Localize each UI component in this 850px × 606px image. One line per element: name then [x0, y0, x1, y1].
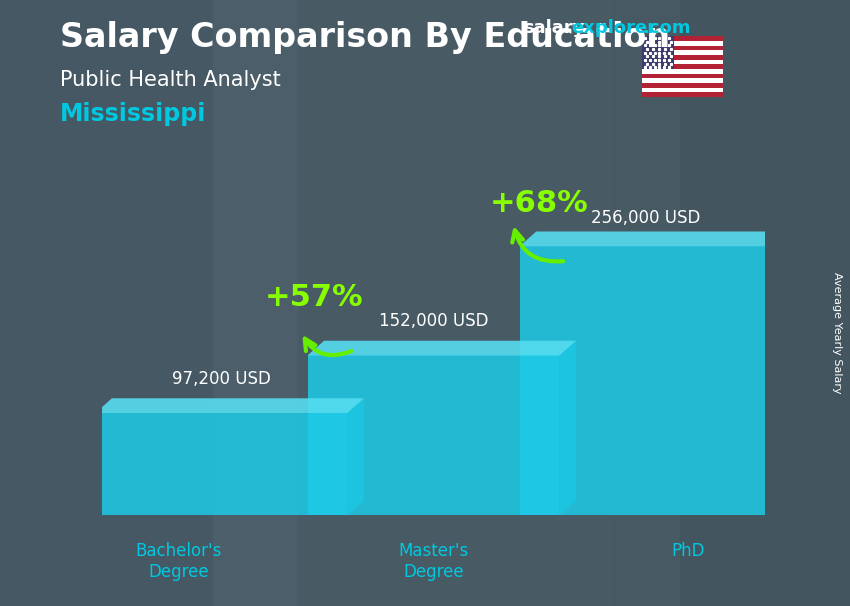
Text: Salary Comparison By Education: Salary Comparison By Education [60, 21, 670, 54]
Bar [642, 69, 722, 74]
Text: .com: .com [643, 19, 691, 38]
Polygon shape [519, 231, 788, 246]
Bar [612, 0, 850, 606]
Bar [642, 59, 722, 64]
Polygon shape [95, 398, 364, 413]
Bar [519, 246, 772, 515]
Text: +57%: +57% [265, 283, 364, 312]
Bar [642, 50, 722, 55]
Bar [642, 88, 722, 92]
Bar [642, 36, 674, 69]
Polygon shape [559, 341, 576, 515]
Text: Master's
Degree: Master's Degree [399, 542, 468, 581]
Bar [0, 0, 298, 606]
Text: Bachelor's
Degree: Bachelor's Degree [135, 542, 222, 581]
Text: 256,000 USD: 256,000 USD [591, 209, 700, 227]
Polygon shape [308, 341, 576, 356]
Text: explorer: explorer [571, 19, 656, 38]
Bar [642, 55, 722, 59]
Bar [642, 78, 722, 83]
Bar [642, 92, 722, 97]
Polygon shape [772, 231, 788, 515]
Bar [642, 45, 722, 50]
Bar [642, 41, 722, 45]
Text: Average Yearly Salary: Average Yearly Salary [832, 273, 842, 394]
Bar [308, 356, 559, 515]
Text: PhD: PhD [672, 542, 705, 561]
Bar [212, 0, 680, 606]
Bar [95, 413, 348, 515]
Text: 97,200 USD: 97,200 USD [172, 370, 271, 388]
Text: 152,000 USD: 152,000 USD [379, 312, 488, 330]
Polygon shape [348, 398, 364, 515]
Text: +68%: +68% [490, 188, 589, 218]
Bar [642, 64, 722, 69]
Bar [642, 74, 722, 78]
Bar [642, 83, 722, 88]
Bar [642, 36, 722, 41]
Text: Public Health Analyst: Public Health Analyst [60, 70, 280, 90]
Text: salary: salary [523, 19, 584, 38]
Text: Mississippi: Mississippi [60, 102, 206, 126]
